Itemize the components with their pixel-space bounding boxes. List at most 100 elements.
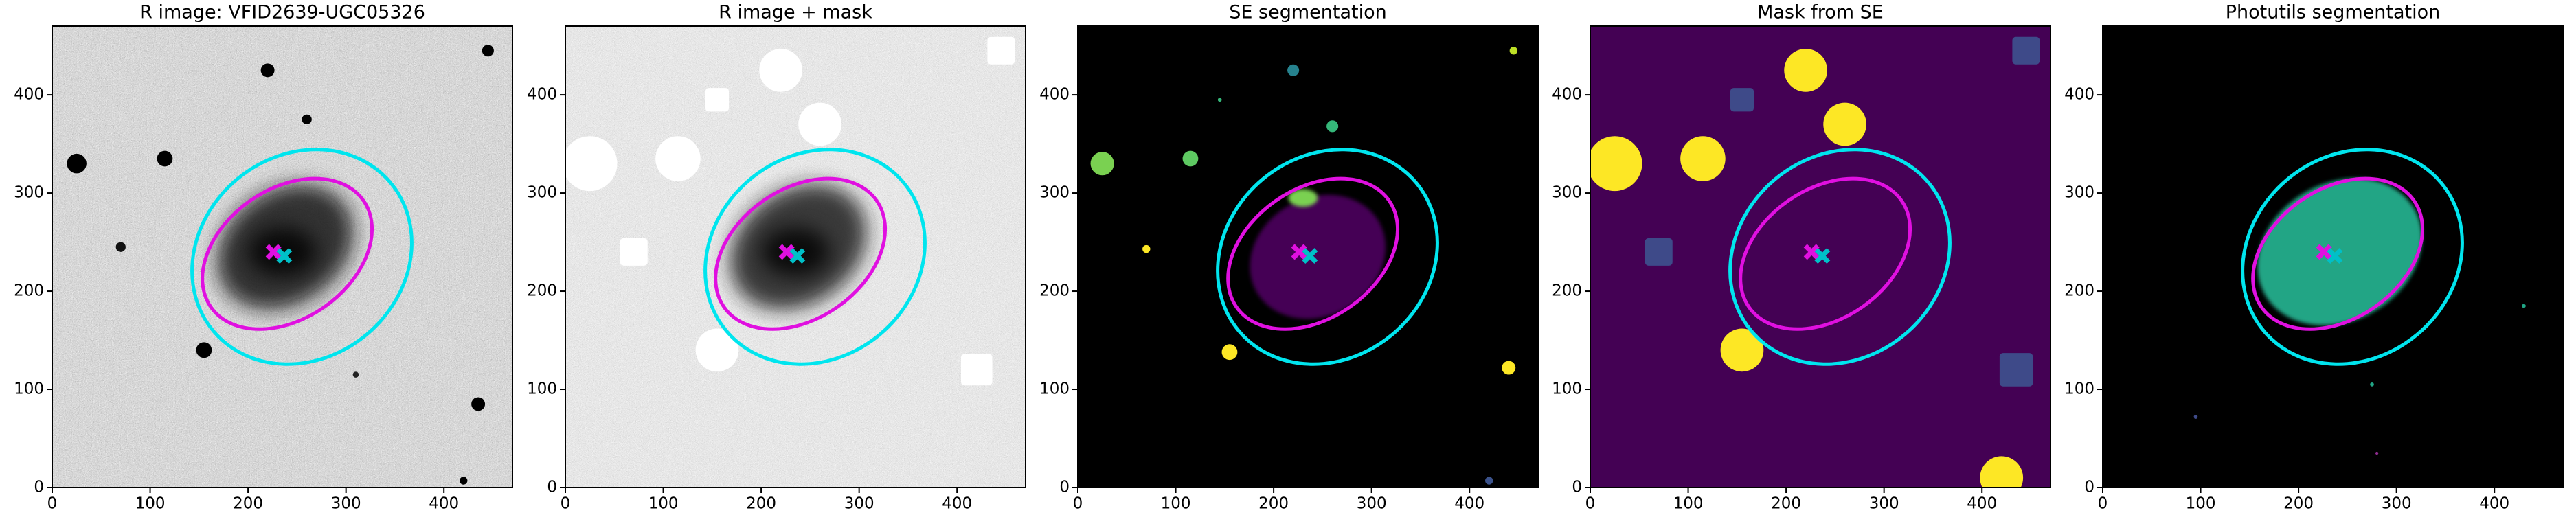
- ellipse: [1739, 176, 1912, 331]
- y-tick-label: 300: [1552, 184, 1582, 202]
- ellipse: [1226, 176, 1400, 331]
- panel-title: R image: VFID2639-UGC05326: [139, 2, 425, 23]
- y-tick-label: 200: [1039, 282, 1070, 300]
- mask-square: [2012, 36, 2040, 65]
- marker: [1302, 248, 1318, 264]
- marker: [2327, 248, 2343, 264]
- y-tick-label: 100: [1039, 380, 1070, 398]
- x-tick-label: 300: [1357, 495, 1387, 513]
- source: [1182, 150, 1199, 167]
- panel-title: Mask from SE: [1757, 2, 1884, 23]
- y-tick-label: 200: [14, 282, 44, 300]
- x-tick-label: 100: [1161, 495, 1191, 513]
- marker: [2316, 244, 2332, 260]
- source: [1823, 102, 1866, 146]
- x-tick-label: 0: [47, 495, 58, 513]
- y-tick-label: 300: [14, 184, 44, 202]
- source: [1090, 152, 1114, 176]
- x-tick-label: 0: [1073, 495, 1083, 513]
- axes-frame: [52, 25, 513, 488]
- y-tick-label: 100: [1552, 380, 1582, 398]
- source: [1287, 64, 1300, 76]
- marker: [1291, 244, 1307, 260]
- x-tick-label: 200: [746, 495, 776, 513]
- image: [1078, 26, 1538, 488]
- y-tick-label: 0: [1572, 479, 1582, 496]
- ellipse: [1728, 148, 1952, 366]
- source: [157, 150, 173, 167]
- segment: [1288, 189, 1318, 207]
- ellipse: [703, 148, 927, 366]
- x-tick-label: 300: [1869, 495, 1899, 513]
- x-tick-label: 300: [331, 495, 361, 513]
- panel: 0 100 200 300 400 0 100 200 300 400 Mask from SE: [1552, 2, 2051, 513]
- y-tick-label: 100: [527, 380, 557, 398]
- x-tick-label: 300: [844, 495, 874, 513]
- panel: 0 100 200 300 400 0 100 200 300 400 R image: VFID2…: [14, 2, 513, 513]
- x-tick-label: 100: [135, 495, 166, 513]
- source: [2522, 304, 2526, 308]
- image: [1590, 26, 2050, 488]
- source: [2193, 415, 2198, 419]
- mask-square: [705, 88, 730, 112]
- y-tick-label: 400: [1552, 86, 1582, 104]
- image: [52, 26, 512, 488]
- marker: [789, 248, 806, 264]
- y-tick-label: 400: [1039, 86, 1070, 104]
- source: [1502, 360, 1516, 375]
- x-tick-label: 0: [1585, 495, 1596, 513]
- x-tick-label: 0: [2098, 495, 2108, 513]
- x-tick-label: 200: [1258, 495, 1289, 513]
- source: [471, 397, 486, 411]
- source: [2370, 382, 2374, 387]
- source: [1326, 120, 1339, 133]
- marker: [1803, 244, 1820, 260]
- y-tick-label: 0: [547, 479, 557, 496]
- source: [1590, 136, 1642, 192]
- source: [460, 477, 468, 485]
- marker: [276, 248, 293, 264]
- ellipse: [2251, 176, 2425, 331]
- source: [1720, 328, 1764, 372]
- source: [565, 136, 618, 192]
- mask-square: [620, 238, 648, 266]
- y-tick-label: 300: [1039, 184, 1070, 202]
- source: [1680, 136, 1726, 181]
- source: [1485, 477, 1493, 485]
- x-tick-label: 400: [942, 495, 972, 513]
- marker: [265, 244, 282, 260]
- source: [352, 371, 359, 378]
- y-tick-label: 0: [34, 479, 44, 496]
- panel: 0 100 200 300 400 0 100 200 300 400 R image + mask: [527, 2, 1026, 513]
- source: [302, 114, 312, 124]
- source: [1980, 456, 2024, 488]
- mask-square: [987, 36, 1015, 65]
- panel: 0 100 200 300 400 0 100 200 300 400 SE segmentatio…: [1039, 2, 1539, 513]
- mask-square: [1645, 238, 1673, 266]
- y-tick-label: 300: [2064, 184, 2094, 202]
- y-tick-label: 0: [1059, 479, 1070, 496]
- source: [115, 242, 126, 252]
- source: [695, 328, 739, 372]
- y-tick-label: 200: [1552, 282, 1582, 300]
- y-tick-label: 400: [14, 86, 44, 104]
- image: [2103, 26, 2563, 488]
- source: [1221, 344, 1238, 360]
- x-tick-label: 100: [648, 495, 679, 513]
- y-tick-label: 0: [2084, 479, 2094, 496]
- x-tick-label: 0: [561, 495, 571, 513]
- source: [798, 102, 841, 146]
- source: [67, 153, 87, 174]
- panel-title: SE segmentation: [1229, 2, 1386, 23]
- ellipse: [2241, 148, 2464, 366]
- x-tick-label: 300: [2382, 495, 2412, 513]
- source: [482, 45, 494, 57]
- axes-frame: [1590, 25, 2051, 488]
- mask-square: [1999, 353, 2033, 387]
- marker: [1814, 248, 1831, 264]
- segment: [1250, 194, 1386, 319]
- y-tick-label: 200: [527, 282, 557, 300]
- source: [1509, 47, 1518, 55]
- ellipse: [1216, 148, 1439, 366]
- ellipse: [714, 176, 888, 331]
